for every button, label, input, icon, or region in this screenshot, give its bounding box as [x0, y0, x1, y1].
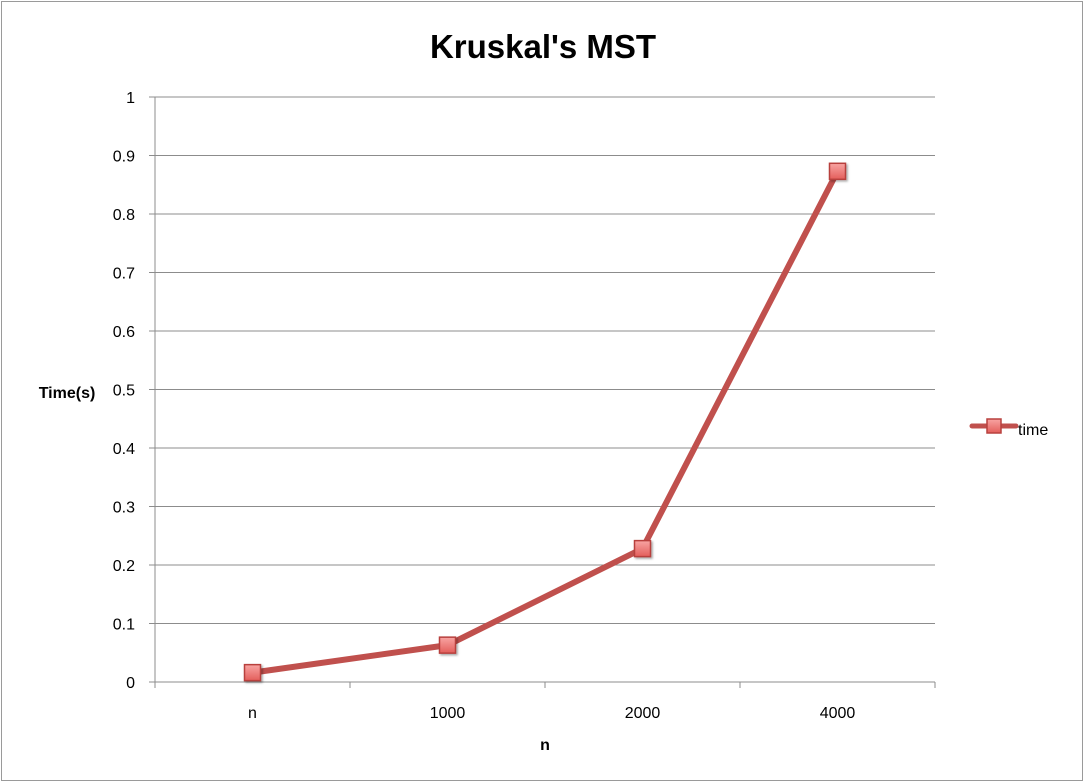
data-point-marker: [633, 539, 652, 558]
x-axis-title: n: [540, 737, 550, 754]
x-tick-labels: n 1000 2000 4000: [248, 705, 855, 722]
x-tick-label: n: [248, 705, 257, 722]
y-tick-label: 0.5: [113, 383, 135, 400]
y-tick-label: 0.8: [113, 207, 135, 224]
x-tick-label: 1000: [430, 705, 466, 722]
y-tick-labels: 0 0.1 0.2 0.3 0.4 0.5 0.6 0.7 0.8 0.9 1: [113, 90, 135, 692]
legend-label-time: time: [1018, 422, 1048, 439]
axes: [149, 96, 936, 688]
y-tick-label: 0.1: [113, 617, 135, 634]
y-axis-title: Time(s): [39, 385, 96, 402]
gridlines: [155, 96, 935, 624]
x-tick-label: 4000: [820, 705, 856, 722]
chart-title: Kruskal's MST: [430, 28, 656, 65]
y-tick-label: 0.3: [113, 500, 135, 517]
y-tick-label: 0.7: [113, 266, 135, 283]
data-point-marker: [828, 162, 847, 181]
legend-marker-swatch: [986, 418, 1002, 434]
y-tick-label: 0.9: [113, 149, 135, 166]
series-line-time: [249, 168, 841, 676]
legend: time: [969, 418, 1048, 439]
y-tick-label: 0: [126, 675, 135, 692]
data-point-marker: [243, 663, 262, 682]
data-point-marker: [438, 636, 457, 654]
x-tick-label: 2000: [625, 705, 661, 722]
y-tick-label: 1: [126, 90, 135, 107]
series-time: [243, 162, 847, 682]
y-tick-label: 0.4: [113, 441, 135, 458]
y-tick-label: 0.2: [113, 558, 135, 575]
y-tick-label: 0.6: [113, 324, 135, 341]
